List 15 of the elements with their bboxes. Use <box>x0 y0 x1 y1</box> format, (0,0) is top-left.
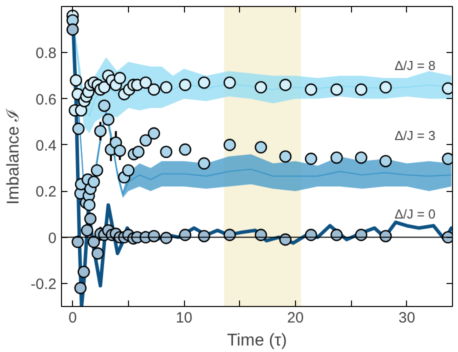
x-tick-label: 20 <box>287 310 304 326</box>
y-tick-label: -0.2 <box>30 276 57 293</box>
series-label: Δ/J = 0 <box>394 206 436 222</box>
y-tick-label: 0.8 <box>36 45 57 62</box>
x-tick-label: 0 <box>68 310 77 326</box>
y-tick-label: 0.4 <box>36 137 57 154</box>
y-tick-label: 0.6 <box>36 91 57 108</box>
x-axis-title: Time (τ) <box>227 330 287 350</box>
legend-label: Δ/J = 3 <box>394 128 436 144</box>
y-tick-label: 0.2 <box>36 184 57 201</box>
y-tick-label: 0 <box>48 230 56 247</box>
x-tick-label: 30 <box>398 310 416 326</box>
x-tick-label: 10 <box>176 310 192 326</box>
series-label: Δ/J = 8 <box>394 58 436 73</box>
y-axis-title: Imbalance ℐ <box>4 107 23 205</box>
